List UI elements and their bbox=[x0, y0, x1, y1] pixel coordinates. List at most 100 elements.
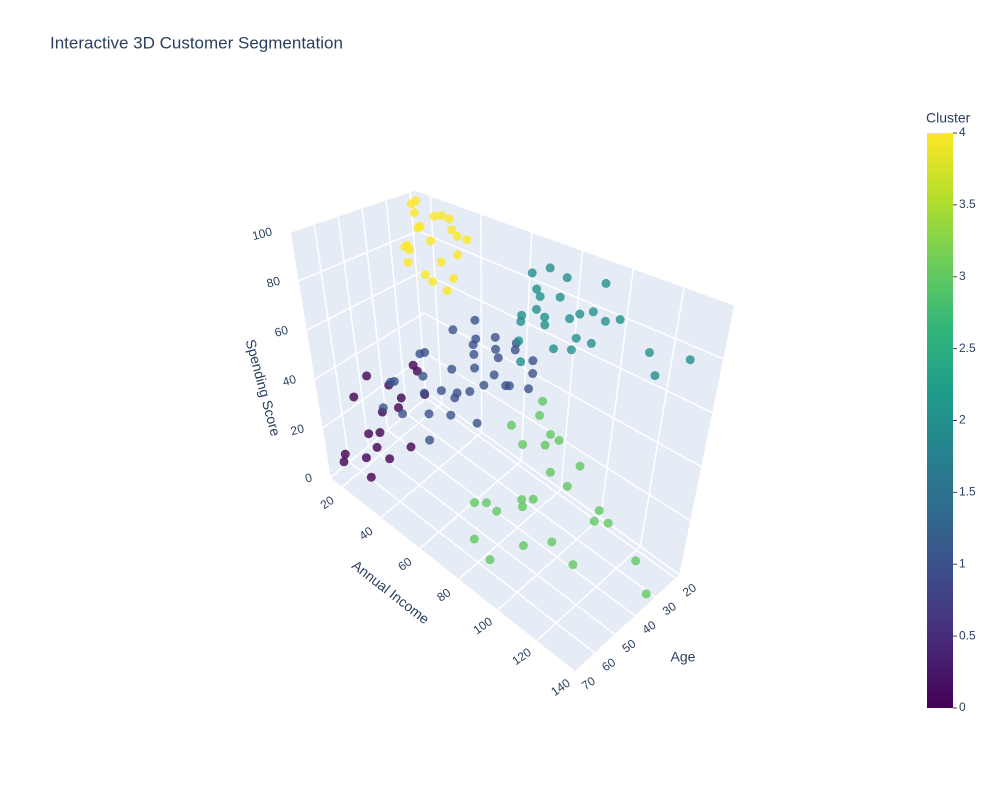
data-point bbox=[650, 371, 660, 381]
data-point bbox=[540, 312, 550, 322]
data-point bbox=[528, 356, 538, 366]
grid-line bbox=[420, 271, 714, 414]
back-pane bbox=[415, 190, 735, 575]
y-axis-title: Age bbox=[671, 649, 696, 665]
grid-line bbox=[348, 461, 596, 654]
data-point bbox=[425, 435, 435, 445]
grid-line bbox=[387, 429, 637, 617]
data-point bbox=[518, 439, 528, 449]
grid-line bbox=[409, 191, 427, 399]
x-tick-label: 120 bbox=[509, 645, 534, 668]
data-point bbox=[442, 286, 452, 296]
x-axis-title: Annual Income bbox=[349, 557, 433, 627]
grid-line bbox=[329, 477, 576, 673]
colorbar-tick-label: 3.5 bbox=[959, 197, 976, 211]
colorbar bbox=[927, 133, 953, 708]
z-tick-label: 80 bbox=[265, 274, 282, 291]
data-point bbox=[489, 370, 499, 380]
data-point bbox=[510, 345, 520, 355]
x-tick-label: 140 bbox=[548, 676, 573, 699]
grid-line bbox=[297, 230, 419, 282]
grid-line bbox=[341, 402, 443, 488]
data-point bbox=[364, 429, 374, 439]
grid-line bbox=[457, 488, 562, 581]
data-point bbox=[462, 235, 472, 245]
data-point bbox=[339, 457, 349, 467]
data-point bbox=[447, 364, 457, 374]
y-tick-label: 70 bbox=[579, 674, 598, 693]
colorbar-tick-label: 2.5 bbox=[959, 341, 976, 355]
data-point bbox=[340, 449, 350, 459]
data-point bbox=[429, 211, 439, 221]
grid-line bbox=[313, 312, 425, 381]
colorbar-tick-label: 2 bbox=[959, 413, 966, 427]
data-point bbox=[378, 403, 388, 413]
data-point bbox=[372, 442, 382, 452]
data-point bbox=[506, 420, 516, 430]
grid-line bbox=[380, 431, 483, 519]
data-point bbox=[540, 440, 550, 450]
data-point bbox=[603, 518, 613, 528]
data-point bbox=[594, 506, 604, 516]
grid-line bbox=[417, 230, 725, 360]
x-tick-label: 80 bbox=[434, 585, 453, 604]
grid-line bbox=[385, 199, 408, 415]
data-point bbox=[424, 409, 434, 419]
colorbar-tick-label: 4 bbox=[959, 125, 966, 139]
x-tick-label: 40 bbox=[357, 524, 376, 543]
data-point bbox=[566, 345, 576, 355]
data-point bbox=[479, 380, 489, 390]
colorbar-tick-label: 0.5 bbox=[959, 628, 976, 642]
data-point bbox=[528, 369, 538, 379]
data-point bbox=[471, 334, 481, 344]
data-point bbox=[545, 263, 555, 273]
data-point bbox=[406, 442, 416, 452]
data-point bbox=[446, 410, 456, 420]
data-point bbox=[562, 273, 572, 283]
data-point bbox=[524, 384, 534, 394]
grid-line bbox=[574, 574, 681, 673]
data-point bbox=[565, 314, 575, 324]
data-point bbox=[518, 541, 528, 551]
z-tick-label: 40 bbox=[281, 372, 298, 389]
data-point bbox=[554, 435, 564, 445]
data-point bbox=[527, 268, 537, 278]
data-point bbox=[361, 453, 371, 463]
data-point bbox=[562, 481, 572, 491]
data-point bbox=[685, 355, 695, 365]
data-point bbox=[601, 278, 611, 288]
data-point bbox=[532, 284, 542, 294]
y-tick-label: 20 bbox=[680, 580, 699, 599]
grid-line bbox=[361, 207, 389, 431]
grid-line bbox=[305, 271, 422, 332]
y-tick-label: 30 bbox=[660, 599, 679, 618]
grid-line bbox=[425, 397, 677, 580]
data-point bbox=[415, 221, 425, 231]
data-point bbox=[448, 325, 458, 335]
data-point bbox=[452, 388, 462, 398]
data-point bbox=[518, 502, 528, 512]
data-point bbox=[470, 363, 480, 373]
grid-line bbox=[418, 460, 522, 550]
data-point bbox=[644, 348, 654, 358]
data-point bbox=[492, 506, 502, 516]
z-axis-title: Spending Score bbox=[243, 337, 284, 438]
data-point bbox=[452, 250, 462, 260]
data-point bbox=[349, 392, 359, 402]
z-tick-label: 60 bbox=[273, 323, 290, 340]
data-point bbox=[405, 245, 415, 255]
x-tick-label: 20 bbox=[318, 493, 337, 512]
data-point bbox=[469, 534, 479, 544]
data-point bbox=[575, 461, 585, 471]
data-point bbox=[540, 320, 550, 330]
data-point bbox=[469, 498, 479, 508]
grid-line bbox=[679, 304, 736, 576]
data-point bbox=[517, 310, 527, 320]
colorbar-tick-label: 1.5 bbox=[959, 485, 976, 499]
data-point bbox=[586, 338, 596, 348]
grid-line bbox=[406, 413, 657, 598]
data-point bbox=[396, 393, 406, 403]
data-point bbox=[575, 309, 585, 319]
grid-line bbox=[429, 394, 681, 576]
data-point bbox=[403, 257, 413, 267]
